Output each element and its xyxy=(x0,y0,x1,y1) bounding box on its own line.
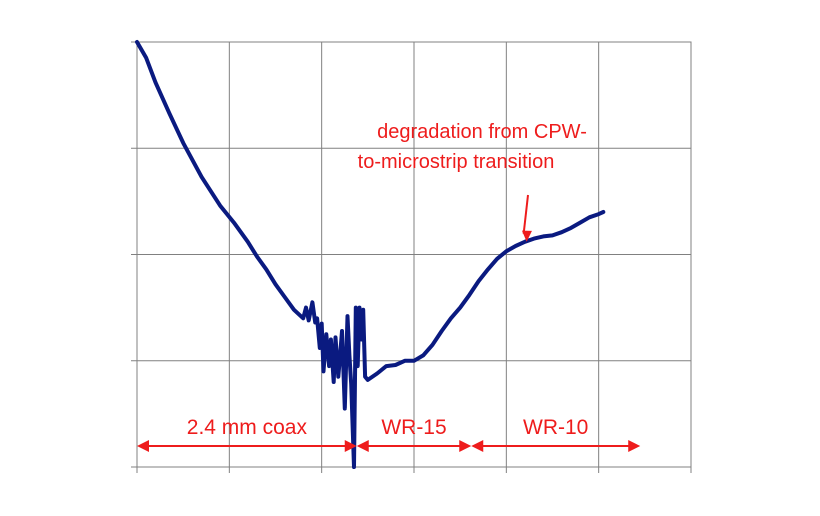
range-arrow-head-right xyxy=(628,440,641,452)
range-layer: 2.4 mm coax WR-15 WR-10 xyxy=(137,416,641,452)
annotation-arrow-shaft xyxy=(522,194,529,234)
annotation-text-line2: to-microstrip transition xyxy=(358,151,555,173)
range-arrow-head-right xyxy=(459,440,472,452)
annotation-arrow-head xyxy=(521,230,532,242)
range-label-wr15: WR-15 xyxy=(381,416,446,439)
series-line-measured xyxy=(135,40,606,469)
range-arrow-head-right xyxy=(344,440,357,452)
range-arrow-head-left xyxy=(471,440,484,452)
range-arrow-head-left xyxy=(356,440,369,452)
grid-layer xyxy=(131,41,692,473)
series-layer xyxy=(135,40,606,469)
plot-area-border xyxy=(136,41,692,468)
range-arrow-head-left xyxy=(137,440,149,452)
range-label-coax: 2.4 mm coax xyxy=(187,416,308,439)
annotation-layer: degradation from CPW- to-microstrip tran… xyxy=(358,121,587,242)
range-label-wr10: WR-10 xyxy=(523,416,588,439)
annotation-text-line1: degradation from CPW- xyxy=(377,121,587,143)
